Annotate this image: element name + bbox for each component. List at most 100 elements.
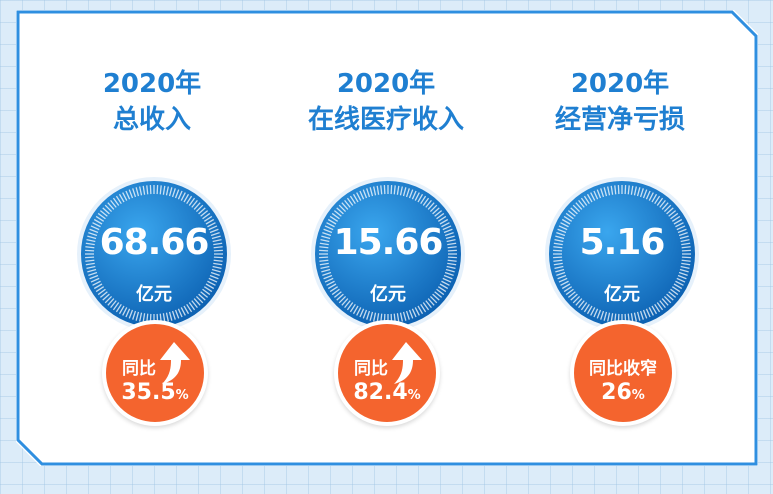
dial-tick bbox=[420, 195, 427, 205]
dial-tick bbox=[670, 212, 679, 220]
dial-tick bbox=[326, 280, 335, 286]
dial-tick bbox=[411, 190, 417, 200]
dial-tick bbox=[402, 187, 407, 197]
dial-tick bbox=[642, 189, 648, 199]
change-label: 同比 bbox=[122, 359, 156, 379]
dial-tick bbox=[560, 280, 569, 286]
dial-tick bbox=[600, 188, 605, 198]
dial-tick bbox=[671, 286, 681, 293]
dial-tick bbox=[359, 308, 365, 318]
dial-tick bbox=[344, 199, 351, 208]
dial-tick bbox=[651, 305, 658, 315]
dial-tick bbox=[560, 222, 569, 228]
dial-tick bbox=[578, 300, 585, 309]
metric-year: 2020年 bbox=[336, 69, 436, 99]
dial-tick bbox=[434, 210, 443, 217]
dial-tick bbox=[195, 204, 204, 213]
up-arrow-icon bbox=[160, 342, 190, 384]
dial-tick bbox=[570, 293, 578, 301]
dial-tick bbox=[331, 212, 340, 220]
dial-tick bbox=[570, 207, 578, 215]
value-dial: 15.66 亿元 bbox=[310, 176, 466, 332]
dial-tick bbox=[648, 192, 654, 201]
dial-tick bbox=[675, 280, 684, 286]
dial-tick bbox=[95, 215, 105, 222]
dial-tick bbox=[554, 239, 564, 243]
dial-tick bbox=[376, 185, 380, 195]
dial-tick bbox=[122, 192, 128, 201]
dial-tick bbox=[681, 242, 691, 246]
dial-tick bbox=[567, 210, 576, 217]
dial-tick bbox=[88, 232, 98, 237]
dial-tick bbox=[439, 283, 449, 290]
change-label: 同比收窄 bbox=[589, 359, 657, 379]
dial-tick bbox=[575, 298, 583, 306]
dial-tick bbox=[563, 286, 573, 293]
dial-tick bbox=[427, 298, 435, 306]
dial-tick bbox=[165, 312, 169, 322]
dial-tick bbox=[417, 193, 424, 203]
dial-tick bbox=[142, 185, 146, 195]
dial-tick bbox=[590, 192, 596, 201]
dial-tick bbox=[411, 308, 417, 318]
dial-tick bbox=[679, 235, 689, 240]
dial-tick bbox=[213, 262, 223, 266]
dial-tick bbox=[139, 312, 143, 322]
dial-tick bbox=[331, 288, 340, 296]
dial-tick bbox=[663, 295, 672, 304]
dial-tick bbox=[125, 308, 131, 318]
dial-tick bbox=[146, 185, 149, 195]
dial-tick bbox=[666, 293, 674, 301]
dial-tick bbox=[565, 212, 574, 220]
dial-tick bbox=[104, 204, 113, 213]
dial-tick bbox=[324, 277, 334, 283]
dial-tick bbox=[200, 291, 209, 298]
dial-tick bbox=[118, 305, 125, 315]
dial-tick bbox=[553, 246, 563, 249]
dial-tick bbox=[668, 291, 677, 298]
dial-tick bbox=[346, 197, 354, 206]
up-arrow-icon bbox=[392, 342, 422, 384]
dial-tick bbox=[207, 280, 216, 286]
dial-tick bbox=[677, 274, 687, 280]
dial-background bbox=[545, 177, 699, 331]
dial-tick bbox=[437, 215, 447, 222]
dial-tick bbox=[118, 193, 125, 203]
dial-tick bbox=[86, 239, 96, 243]
dial-tick bbox=[359, 190, 365, 200]
dial-tick bbox=[177, 308, 183, 318]
dial-tick bbox=[208, 225, 218, 231]
dial-tick bbox=[112, 302, 120, 311]
dial-tick bbox=[678, 232, 688, 237]
dial-tick bbox=[557, 274, 567, 280]
dial-tick bbox=[405, 188, 410, 198]
dial-tick bbox=[633, 312, 637, 322]
change-label: 同比 bbox=[354, 359, 388, 379]
dial-tick bbox=[174, 189, 180, 199]
dial-tick bbox=[319, 262, 329, 266]
dial-tick bbox=[341, 202, 349, 210]
dial-tick bbox=[89, 228, 99, 234]
dial-tick bbox=[205, 283, 215, 290]
dial-tick bbox=[188, 197, 196, 206]
dial-tick bbox=[408, 309, 414, 319]
dial-tick bbox=[97, 288, 106, 296]
dial-tick bbox=[408, 189, 414, 199]
dial-tick bbox=[396, 185, 400, 195]
dial-tick bbox=[447, 262, 457, 266]
dial-tick bbox=[446, 239, 456, 243]
dial-tick bbox=[558, 277, 568, 283]
dial-tick bbox=[405, 310, 410, 320]
metric-operating-net-loss: 2020年 经营净亏损 5.16 亿元 同比收窄 26% bbox=[500, 10, 740, 466]
dial-tick bbox=[93, 283, 103, 290]
dial-tick bbox=[557, 228, 567, 234]
dial-tick bbox=[362, 309, 368, 319]
dial-tick bbox=[212, 265, 222, 269]
dial-tick bbox=[671, 215, 681, 222]
dial-tick bbox=[580, 197, 588, 206]
dial-tick bbox=[553, 242, 563, 246]
change-value: 26% bbox=[601, 380, 645, 405]
dial-tick bbox=[556, 271, 566, 276]
dial-tick bbox=[202, 212, 211, 220]
dial-tick bbox=[356, 192, 362, 201]
